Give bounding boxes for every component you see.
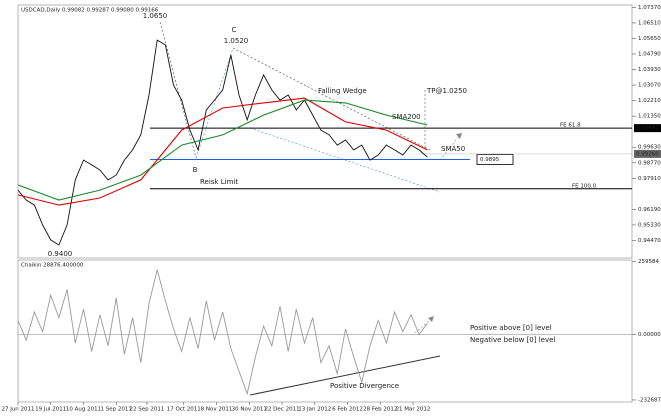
y-tick-label: 1.01350 bbox=[638, 114, 661, 120]
y-tick-label: 259584 bbox=[638, 259, 659, 265]
y-tick-label: 1.07370 bbox=[638, 5, 661, 11]
annotation: 0.9400 bbox=[48, 250, 73, 258]
wave-line bbox=[159, 21, 197, 159]
price-tag bbox=[634, 149, 661, 158]
y-tick-label: 1.02210 bbox=[638, 98, 661, 104]
series-label: SMA200 bbox=[392, 113, 421, 121]
price-tag bbox=[634, 124, 661, 133]
price-tag-label: 1.00687 bbox=[636, 126, 659, 132]
x-tick-label: 10 Aug 2011 bbox=[66, 407, 101, 413]
x-tick-label: 30 Nov 2011 bbox=[232, 407, 267, 413]
wedge-upper bbox=[232, 47, 431, 151]
series-line bbox=[17, 39, 428, 246]
annotation: Reisk Limit bbox=[200, 178, 238, 186]
y-tick-label: 0.95330 bbox=[638, 222, 661, 228]
x-tick-label: 28 Feb 2012 bbox=[363, 407, 397, 413]
y-tick-label: 1.03930 bbox=[638, 67, 661, 73]
x-tick-label: 6 Feb 2012 bbox=[332, 407, 363, 413]
y-tick-label: 0.99630 bbox=[638, 145, 661, 151]
level-name: FE 100.0 bbox=[572, 183, 597, 189]
x-tick-label: 13 Jan 2012 bbox=[298, 407, 331, 413]
annotation: 1.0520 bbox=[224, 37, 249, 45]
arrow-head bbox=[428, 316, 434, 322]
y-tick-label: 0.98770 bbox=[638, 160, 661, 166]
y-tick-label: -232687 bbox=[638, 397, 661, 403]
series-line bbox=[17, 97, 428, 206]
level-box bbox=[476, 154, 514, 165]
x-tick-label: 8 Nov 2011 bbox=[201, 407, 233, 413]
level-name: 0.9895 bbox=[480, 157, 500, 163]
arrow-head bbox=[456, 133, 462, 139]
wave-line bbox=[195, 47, 234, 159]
series-line bbox=[17, 269, 428, 396]
x-tick-label: 17 Oct 2011 bbox=[167, 407, 201, 413]
series-line bbox=[17, 99, 428, 201]
price-tag-label: 0.99260 bbox=[636, 151, 659, 157]
y-tick-label: 1.05650 bbox=[638, 36, 661, 42]
y-tick-label: 0.96190 bbox=[638, 207, 661, 213]
x-tick-label: 27 Jun 2011 bbox=[1, 407, 34, 413]
annotation: Positive Divergence bbox=[330, 382, 399, 390]
panel-title: USDCAD,Daily 0.99082 0.99287 0.99080 0.9… bbox=[21, 8, 159, 14]
price-panel bbox=[17, 4, 633, 259]
x-tick-label: 22 Sep 2011 bbox=[130, 407, 165, 413]
panel-title: Chaikin 28876.400000 bbox=[21, 263, 84, 269]
x-tick-label: 21 Mar 2012 bbox=[396, 407, 431, 413]
annotation: TP@1.0250 bbox=[426, 87, 467, 95]
level-name: FE 61.8 bbox=[560, 123, 581, 129]
y-tick-label: 1.06510 bbox=[638, 20, 661, 26]
annotation: 1.0650 bbox=[143, 12, 168, 20]
y-tick-label: 0.97910 bbox=[638, 176, 661, 182]
projection-arrow bbox=[439, 134, 461, 161]
y-tick-label: 0.000000 bbox=[638, 332, 661, 338]
x-tick-label: 1 Sep 2011 bbox=[101, 407, 132, 413]
annotation: Falling Wedge bbox=[318, 87, 367, 95]
divergence-line bbox=[249, 355, 441, 396]
annotation: Positive above [0] level bbox=[470, 324, 552, 332]
y-tick-label: 1.03070 bbox=[638, 83, 661, 89]
annotation: C bbox=[232, 26, 237, 34]
y-tick-label: 0.94470 bbox=[638, 238, 661, 244]
y-tick-label: 1.04790 bbox=[638, 51, 661, 57]
annotation: B bbox=[193, 166, 198, 174]
series-label: SMA50 bbox=[441, 145, 465, 153]
x-tick-label: 22 Dec 2011 bbox=[264, 407, 299, 413]
chaikin-panel bbox=[17, 259, 633, 403]
x-tick-label: 19 Jul 2011 bbox=[35, 407, 66, 413]
annotation: Negative below [0] level bbox=[470, 336, 555, 344]
